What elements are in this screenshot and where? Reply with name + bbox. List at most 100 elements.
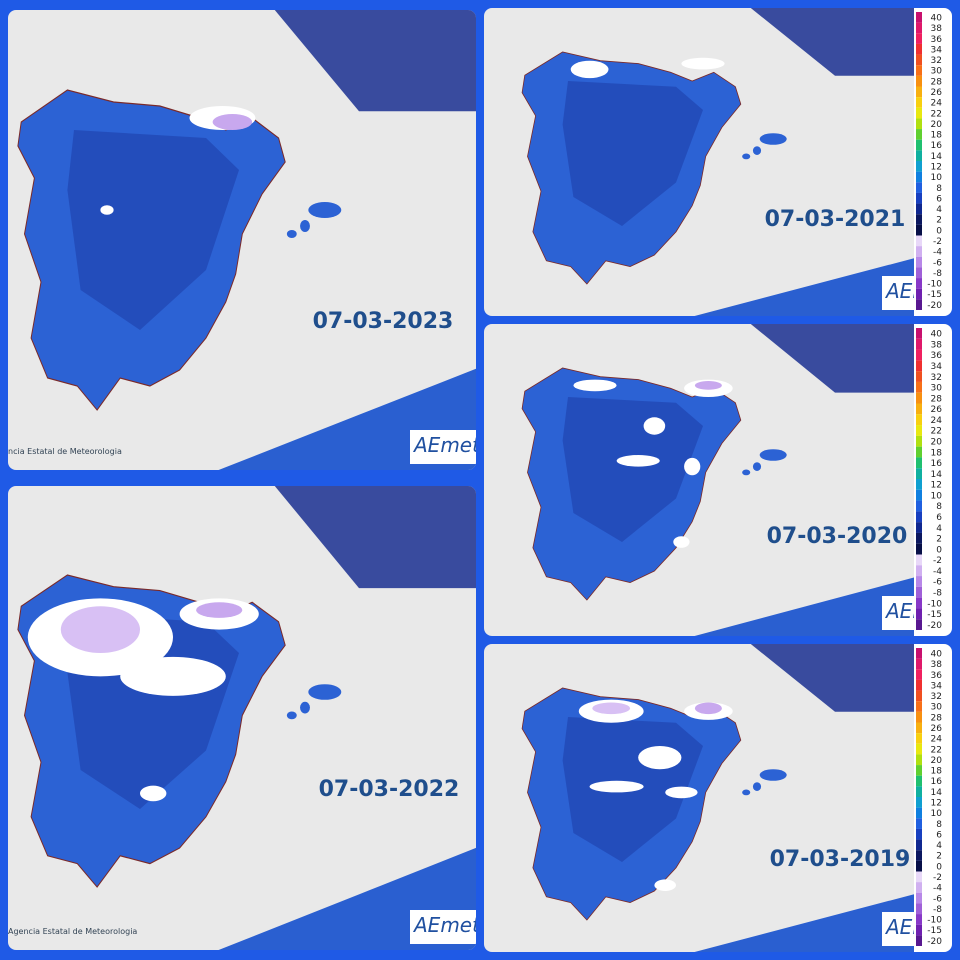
legend-label: 4 <box>936 524 942 534</box>
balearic-island <box>742 469 751 476</box>
legend-swatch <box>916 669 922 680</box>
iberia-map <box>17 574 342 888</box>
legend-label: 2 <box>936 852 942 862</box>
date-label: 07-03-2022 <box>319 777 460 802</box>
legend-label: -4 <box>933 248 942 258</box>
france-sea <box>750 8 952 76</box>
legend-swatch <box>916 360 922 372</box>
map-panel: 07-03-2023 AEmet ncia Estatal de Meteorolo… <box>8 10 476 470</box>
legend-label: 40 <box>931 330 943 340</box>
legend-swatch <box>916 522 922 533</box>
legend-label: 34 <box>931 362 943 372</box>
legend-label: -10 <box>927 280 942 290</box>
legend-label: 32 <box>931 373 942 383</box>
snow-area <box>654 879 676 891</box>
logo: AEmet <box>412 913 476 937</box>
legend-label: 10 <box>931 173 943 183</box>
snow-area <box>643 417 666 435</box>
legend-label: 38 <box>931 660 943 670</box>
legend-label: 34 <box>931 681 943 691</box>
legend-swatch <box>916 371 922 382</box>
legend-swatch <box>916 935 922 946</box>
legend-swatch <box>916 489 922 501</box>
legend-label: 30 <box>931 384 943 394</box>
legend-label: 14 <box>931 470 943 480</box>
legend-swatch <box>916 775 922 787</box>
legend-label: 6 <box>936 830 942 840</box>
legend-label: 18 <box>931 767 943 777</box>
legend-swatch <box>916 554 922 566</box>
legend-swatch <box>916 565 922 577</box>
legend-swatch <box>916 711 922 723</box>
legend-swatch <box>916 797 922 808</box>
date-label: 07-03-2020 <box>767 524 908 549</box>
legend-swatch <box>916 511 922 523</box>
cold-interior <box>562 397 703 542</box>
legend-swatch <box>916 532 922 544</box>
legend-label: 40 <box>931 14 943 24</box>
legend-label: 2 <box>936 216 942 226</box>
legend-label: -6 <box>933 578 942 588</box>
legend-label: 8 <box>936 502 942 512</box>
legend-label: 18 <box>931 448 943 458</box>
france-sea <box>750 644 952 712</box>
legend-label: 30 <box>931 703 943 713</box>
legend-label: 22 <box>931 745 942 755</box>
balearic-island <box>759 449 787 461</box>
legend-swatch <box>916 338 922 350</box>
legend-swatch <box>916 586 922 598</box>
legend-swatch <box>916 75 922 87</box>
legend-swatch <box>916 33 922 44</box>
balearic-island <box>752 782 762 791</box>
snow-area <box>684 457 701 476</box>
legend-label: 16 <box>931 777 943 787</box>
legend-swatch <box>916 446 922 458</box>
legend-label: 4 <box>936 205 942 215</box>
date-label: 07-03-2019 <box>770 847 911 872</box>
snow-area <box>681 57 725 70</box>
legend-label: 6 <box>936 194 942 204</box>
legend-swatch <box>916 299 922 310</box>
legend-swatch <box>916 392 922 404</box>
legend-swatch <box>916 765 922 776</box>
balearic-island <box>742 789 751 796</box>
legend-label: 32 <box>931 56 942 66</box>
legend-label: 26 <box>931 88 943 98</box>
map-panel: 07-03-2020AEmet4038363432302826242220181… <box>484 324 952 636</box>
legend-swatch <box>916 882 922 893</box>
legend-label: 38 <box>931 24 943 34</box>
legend-label: -6 <box>933 258 942 268</box>
legend-swatch <box>916 733 922 744</box>
legend-swatch <box>916 597 922 609</box>
legend-swatch <box>916 414 922 426</box>
snow-area <box>573 379 617 392</box>
legend-swatch <box>916 97 922 108</box>
snow-area <box>140 785 167 802</box>
france-sea <box>750 324 952 393</box>
legend-label: 40 <box>931 650 943 660</box>
balearic-island <box>308 202 342 218</box>
legend-swatch <box>916 786 922 797</box>
balearic-island <box>752 146 762 155</box>
legend-label: 34 <box>931 45 943 55</box>
legend-swatch <box>916 278 922 289</box>
france-sea <box>274 486 476 589</box>
legend-swatch <box>916 381 922 393</box>
snow-area <box>638 746 682 770</box>
legend-label: 24 <box>931 99 943 109</box>
legend-label: 24 <box>931 735 943 745</box>
snow-area <box>616 455 660 467</box>
snow-area <box>589 780 644 793</box>
legend-swatch <box>916 903 922 915</box>
legend-swatch <box>916 150 922 161</box>
legend-swatch <box>916 161 922 172</box>
logo-box <box>410 910 476 944</box>
balearic-island <box>759 133 787 145</box>
legend-swatch <box>916 22 922 34</box>
legend-label: 14 <box>931 788 943 798</box>
legend-label: -8 <box>933 905 942 915</box>
legend-label: 32 <box>931 692 942 702</box>
legend-swatch <box>916 288 922 300</box>
snow-area <box>196 602 243 618</box>
